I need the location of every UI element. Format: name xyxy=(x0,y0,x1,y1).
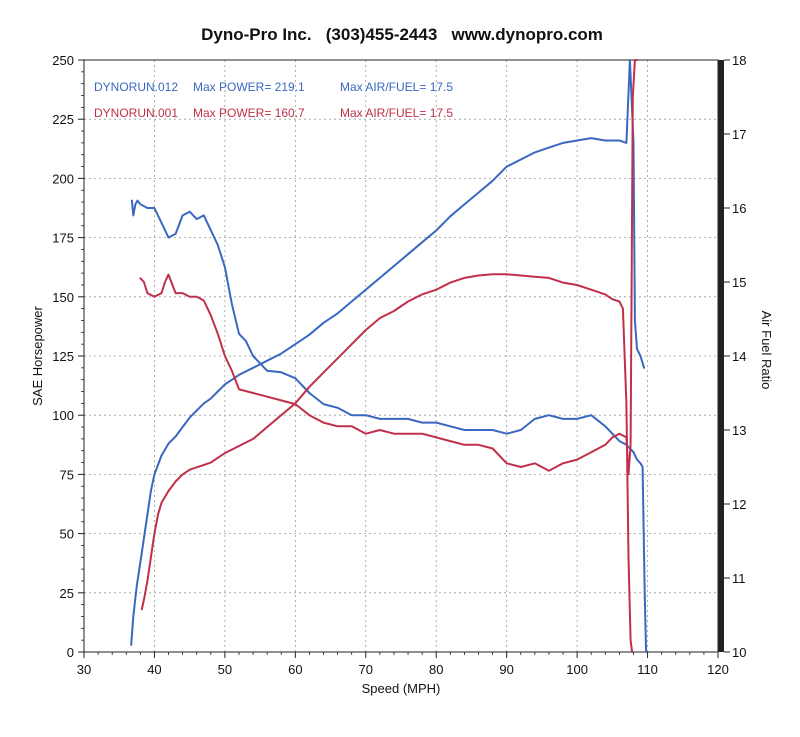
legend-afr-001: Max AIR/FUEL= 17.5 xyxy=(340,106,453,120)
x-tick-label: 90 xyxy=(499,662,513,677)
x-tick-labels: 30 40 50 60 70 80 90 100 110 120 xyxy=(77,662,729,677)
y2-tick-label: 12 xyxy=(732,497,746,512)
y2-tick-label: 11 xyxy=(732,571,746,586)
y2-tick-label: 18 xyxy=(732,53,746,68)
y2-tick-label: 16 xyxy=(732,201,746,216)
x-tick-label: 110 xyxy=(637,662,658,677)
y2-tick-label: 14 xyxy=(732,349,746,364)
y-tick-label: 200 xyxy=(52,171,74,186)
power-line-0 xyxy=(130,59,645,646)
power-line-2 xyxy=(140,273,634,653)
y-tick-label: 250 xyxy=(52,53,74,68)
x-tick-label: 100 xyxy=(566,662,588,677)
y2-tick-label: 13 xyxy=(732,423,746,438)
y-tick-label: 75 xyxy=(60,467,74,482)
y-axis-title: SAE Horsepower xyxy=(30,305,45,405)
y2-tick-label: 10 xyxy=(732,645,746,660)
y-tick-label: 225 xyxy=(52,112,74,127)
y2-tick-label: 15 xyxy=(732,275,746,290)
legend: DYNORUN.012 Max POWER= 219.1 Max AIR/FUE… xyxy=(94,80,453,120)
x-tick-label: 50 xyxy=(218,662,232,677)
legend-afr-012: Max AIR/FUEL= 17.5 xyxy=(340,80,453,94)
legend-power-001: Max POWER= 160.7 xyxy=(193,106,305,120)
legend-run-012: DYNORUN.012 xyxy=(94,80,178,94)
y-tick-label: 125 xyxy=(52,349,74,364)
legend-power-012: Max POWER= 219.1 xyxy=(193,80,305,94)
x-tick-label: 120 xyxy=(707,662,729,677)
x-axis-title: Speed (MPH) xyxy=(362,681,441,696)
y-tick-label: 100 xyxy=(52,408,74,423)
y-tick-label: 50 xyxy=(60,527,74,542)
ticks xyxy=(78,59,730,658)
y-tick-label: 25 xyxy=(60,586,74,601)
afr-line-3 xyxy=(139,59,638,476)
legend-run-001: DYNORUN.001 xyxy=(94,106,178,120)
x-tick-label: 30 xyxy=(77,662,91,677)
y2-tick-labels: 10 11 12 13 14 15 16 17 18 xyxy=(732,53,746,660)
series-lines xyxy=(130,59,648,653)
x-tick-label: 60 xyxy=(288,662,302,677)
afr-line-1 xyxy=(130,199,648,653)
x-tick-label: 70 xyxy=(359,662,373,677)
y-tick-labels: 0 25 50 75 100 125 150 175 200 225 250 xyxy=(52,53,74,660)
y2-tick-label: 17 xyxy=(732,127,746,142)
x-tick-label: 80 xyxy=(429,662,443,677)
y-tick-label: 0 xyxy=(67,645,74,660)
chart-title: Dyno-Pro Inc. (303)455-2443 www.dynopro.… xyxy=(201,25,603,44)
y2-axis-title: Air Fuel Ratio xyxy=(759,311,774,390)
y-tick-label: 150 xyxy=(52,290,74,305)
right-axis-bar xyxy=(718,60,724,652)
y-tick-label: 175 xyxy=(52,231,74,246)
grid xyxy=(84,60,718,652)
x-tick-label: 40 xyxy=(147,662,161,677)
